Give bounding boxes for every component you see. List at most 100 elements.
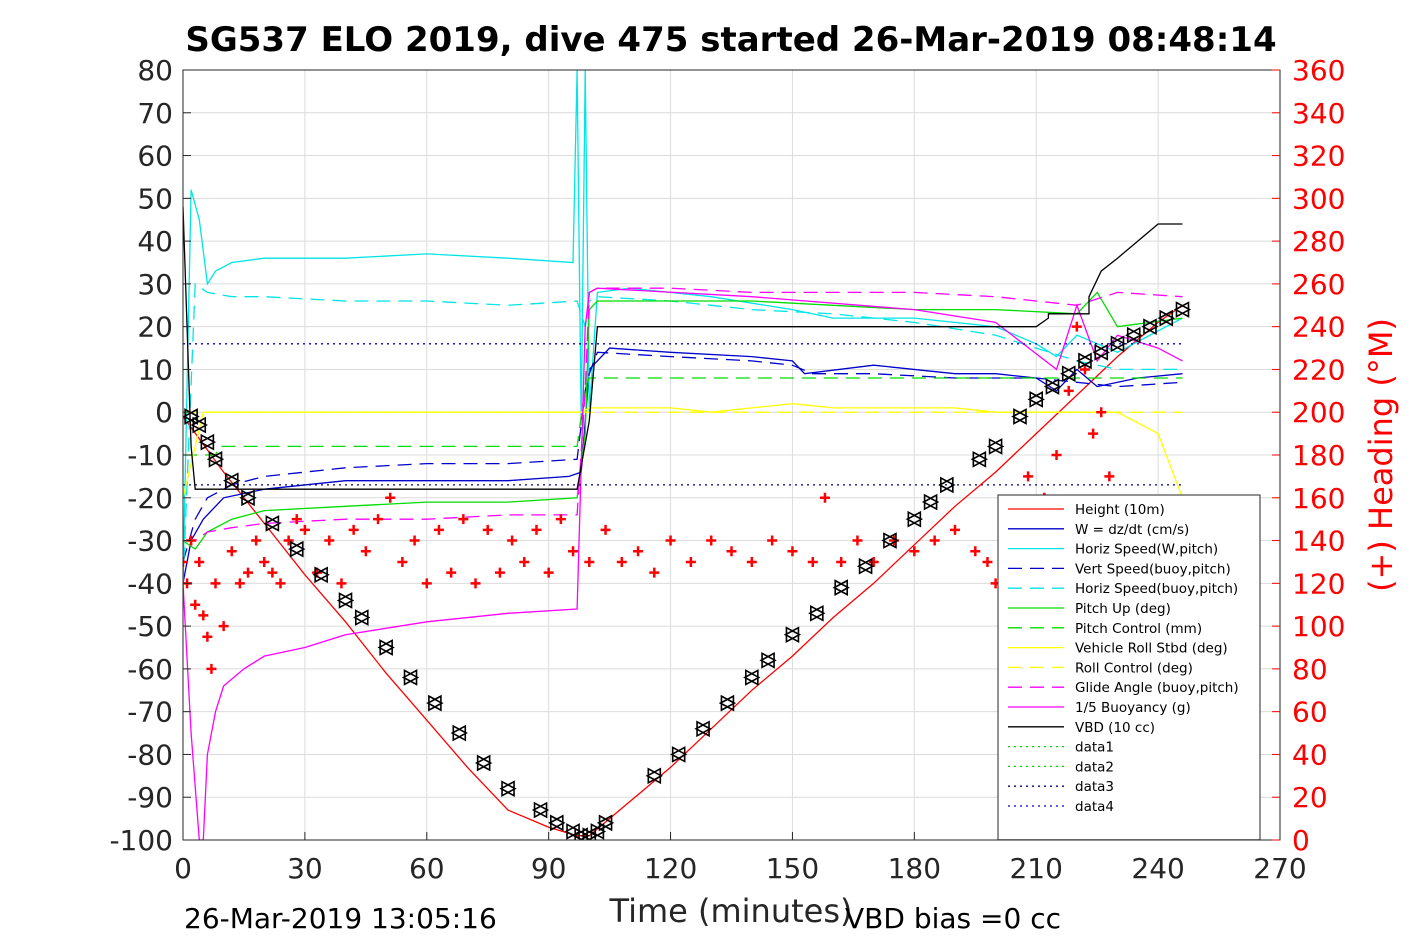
heading-point: [633, 546, 644, 557]
depth-marker: [588, 823, 607, 840]
heading-point: [206, 663, 217, 674]
x-tick-label: 150: [766, 852, 819, 885]
legend-label: data3: [1075, 779, 1114, 795]
depth-marker: [743, 669, 761, 686]
y-tick-label: -60: [127, 653, 173, 686]
depth-marker: [377, 639, 395, 656]
heading-point: [519, 556, 530, 567]
heading-point: [470, 578, 481, 589]
depth-marker: [548, 814, 566, 832]
x-axis-label: Time (minutes): [609, 892, 853, 930]
y2-tick-label: 140: [1292, 525, 1345, 558]
y2-tick-label: 180: [1292, 439, 1345, 472]
depth-marker: [1043, 378, 1062, 395]
x-tick-label: 180: [888, 852, 941, 885]
depth-marker: [669, 746, 688, 763]
heading-point: [706, 535, 717, 546]
x-axis: 0 30 60 90 120 150 180 210 240 270: [174, 832, 1307, 885]
depth-marker: [474, 754, 493, 772]
depth-marker: [1125, 326, 1143, 344]
marker-layer: [183, 301, 1192, 840]
depth-marker: [223, 472, 241, 490]
depth-marker: [921, 493, 940, 511]
y-tick-label: -10: [127, 439, 173, 472]
heading-point: [1096, 407, 1107, 418]
depth-marker: [856, 557, 875, 575]
depth-marker: [1027, 391, 1045, 408]
heading-point: [616, 556, 627, 567]
heading-point: [1063, 385, 1074, 396]
legend-label: data1: [1075, 740, 1114, 756]
heading-point: [385, 492, 396, 503]
x-tick-label: 240: [1131, 852, 1184, 885]
heading-point: [909, 546, 920, 557]
y-tick-label: 10: [137, 353, 173, 386]
legend-label: VBD (10 cc): [1075, 720, 1155, 736]
heading-point: [836, 556, 847, 567]
depth-marker: [239, 489, 257, 507]
series-pitch-control-mm: [183, 377, 1183, 456]
heading-point: [283, 535, 294, 546]
x-tick-label: 30: [287, 852, 323, 885]
depth-marker: [905, 510, 924, 528]
y2-tick-label: 360: [1292, 54, 1345, 87]
y-tick-label: -20: [127, 482, 173, 515]
y2-tick-label: 200: [1292, 396, 1345, 429]
legend-label: Vehicle Roll Stbd (deg): [1075, 641, 1228, 657]
depth-marker: [183, 408, 200, 425]
heading-point: [226, 546, 237, 557]
y-tick-label: 50: [137, 182, 173, 215]
depth-marker: [970, 450, 989, 468]
heading-point: [446, 567, 457, 578]
y-tick-label: 60: [137, 140, 173, 173]
depth-marker: [645, 767, 663, 785]
heading-point: [665, 535, 676, 546]
heading-point: [600, 524, 611, 535]
depth-marker: [426, 694, 444, 712]
y-tick-label: 30: [137, 268, 173, 301]
heading-point: [299, 524, 310, 535]
y-axis-left: 80 70 60 50 40 30 20 10 0 -10 -20 -30 -40 -50 -60 -70 -8…: [109, 54, 191, 857]
legend-label: 1/5 Buoyancy (g): [1075, 700, 1191, 716]
y-axis-right: 3603403203002802602402202001801601401201…: [1272, 54, 1345, 857]
heading-point: [929, 535, 940, 546]
heading-point: [1023, 471, 1034, 482]
y-tick-label: 80: [137, 54, 173, 87]
heading-point: [970, 546, 981, 557]
x-tick-label: 90: [531, 852, 567, 885]
legend-label: Height (10m): [1075, 502, 1165, 518]
y-tick-label: -40: [127, 567, 173, 600]
depth-marker: [263, 515, 282, 532]
y2-tick-label: 120: [1292, 567, 1345, 600]
heading-point: [685, 556, 696, 567]
y2-tick-label: 220: [1292, 353, 1345, 386]
heading-point: [324, 535, 335, 546]
depth-marker: [1173, 301, 1192, 318]
heading-point: [807, 556, 818, 567]
heading-point: [421, 578, 432, 589]
depth-marker: [881, 532, 899, 549]
y-tick-label: -70: [127, 696, 173, 729]
depth-marker: [718, 694, 737, 712]
heading-point: [190, 599, 201, 610]
y-tick-label: -50: [127, 610, 173, 643]
heading-point: [482, 524, 493, 535]
heading-point: [852, 535, 863, 546]
heading-point: [868, 556, 879, 567]
heading-point: [183, 556, 188, 567]
y-tick-label: 70: [137, 97, 173, 130]
heading-point: [1051, 450, 1062, 460]
depth-marker: [1076, 352, 1094, 370]
legend-label: Pitch Up (deg): [1075, 601, 1171, 617]
depth-marker: [808, 604, 826, 622]
y-tick-label: -90: [127, 781, 173, 814]
series-vbd-10-cc: [183, 206, 1183, 490]
heading-point: [555, 514, 566, 525]
heading-point: [210, 578, 221, 589]
x-tick-label: 60: [409, 852, 445, 885]
y2-tick-label: 100: [1292, 610, 1345, 643]
series-layer: [183, 70, 1184, 840]
heading-point: [568, 546, 579, 557]
y2-tick-label: 160: [1292, 482, 1345, 515]
